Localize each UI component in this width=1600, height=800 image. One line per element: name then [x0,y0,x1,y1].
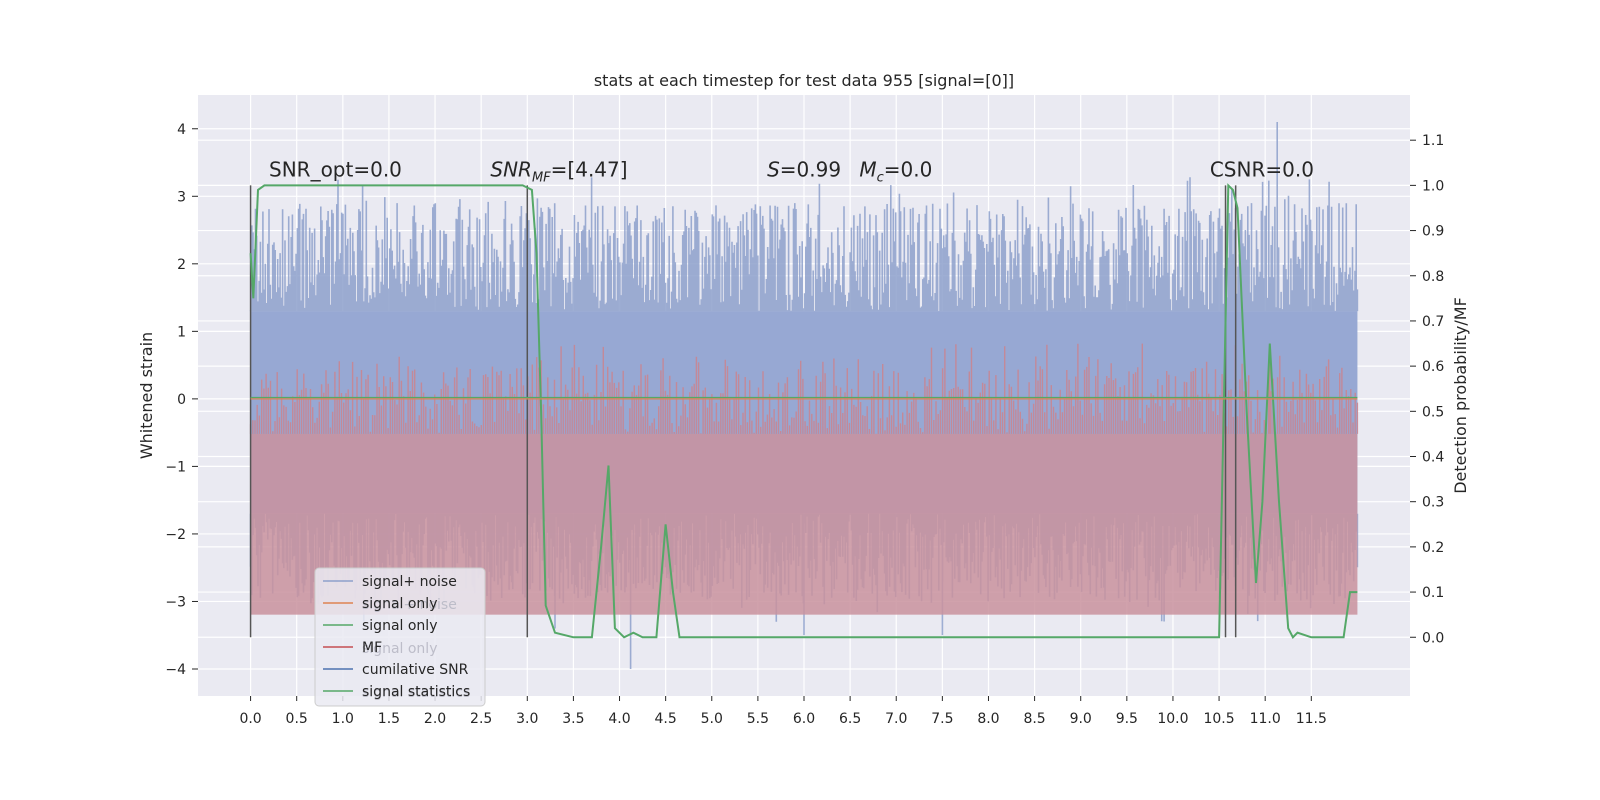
x-tick-label: 0.5 [286,711,308,727]
annotation-text: S=0.99 [767,157,841,181]
annotation-text: Mc=0.0 [859,157,932,185]
x-tick-label: 6.5 [839,711,861,727]
y-axis-left: −4 −3 −2 −1 0 1 2 3 4 [165,122,198,678]
y2-tick-label: 0.7 [1422,314,1444,330]
legend-label: signal only [362,618,437,634]
y2-tick-label: 0.8 [1422,269,1444,285]
x-tick-label: 1.5 [378,711,400,727]
y2-tick-label: 0.3 [1422,495,1444,511]
x-tick-label: 8.0 [977,711,999,727]
x-tick-label: 6.0 [793,711,815,727]
annotation-text: SNRMF=[4.47] [490,157,627,185]
y2-tick-label: 0.5 [1422,404,1444,420]
y-tick-label: −2 [165,527,186,543]
x-tick-label: 8.5 [1023,711,1045,727]
x-tick-label: 2.5 [470,711,492,727]
y-tick-label: 4 [177,122,186,138]
x-tick-label: 1.0 [332,711,354,727]
y2-tick-label: 0.9 [1422,224,1444,240]
series-line [249,183,1358,639]
x-tick-label: 9.5 [1116,711,1138,727]
y2-tick-label: 0.6 [1422,359,1444,375]
y-tick-label: 1 [177,324,186,340]
legend-ghost-text: signal only [362,641,437,657]
y2-tick-label: 1.1 [1422,133,1444,149]
y2-tick-label: 0.0 [1422,630,1444,646]
y-tick-label: 3 [177,189,186,205]
legend-label: MF [362,640,382,656]
legend-box [314,567,486,707]
y-tick-label: −3 [165,594,186,610]
x-tick-label: 5.5 [747,711,769,727]
x-tick-label: 11.0 [1250,711,1281,727]
data-bands [249,122,1359,669]
chart-title: stats at each timestep for test data 955… [594,71,1014,90]
x-tick-label: 11.5 [1296,711,1327,727]
legend-label: signal statistics [362,684,470,700]
x-tick-label: 7.0 [885,711,907,727]
annotation-text: SNR_opt=0.0 [269,157,402,181]
data-lines [249,183,1358,639]
y2-tick-label: 0.1 [1422,585,1444,601]
y2-tick-label: 0.4 [1422,450,1444,466]
y-tick-label: 0 [177,392,186,408]
x-tick-label: 3.0 [516,711,538,727]
x-tick-label: 4.5 [655,711,677,727]
y-axis-label: Whitened strain [137,332,156,459]
x-tick-label: 3.5 [562,711,584,727]
y2-axis-label: Detection probability/MF [1451,297,1470,494]
annotation-text: CSNR=0.0 [1210,157,1314,181]
x-tick-label: 9.0 [1070,711,1092,727]
y2-tick-label: 0.2 [1422,540,1444,556]
y-axis-right: 0.0 0.1 0.2 0.3 0.4 0.5 0.6 0.7 0.8 0.9 1.0 1.1 [1410,133,1444,646]
x-tick-label: 7.5 [931,711,953,727]
legend-ghost-text: signal statistics [362,685,470,701]
x-tick-label: 0.0 [239,711,261,727]
x-tick-label: 10.0 [1157,711,1188,727]
annotations: SNR_opt=0.0 SNRMF=[4.47] S=0.99 Mc=0.0 CSNR=… [269,157,1314,185]
legend-label: signal only [362,596,437,612]
x-tick-label: 5.0 [701,711,723,727]
x-tick-label: 4.0 [608,711,630,727]
legend-label: cumilative SNR [362,662,469,678]
legend-ghost-text: signal+ noise [362,597,457,613]
legend-label: signal+ noise [362,574,457,590]
y-tick-label: 2 [177,257,186,273]
x-tick-label: 2.0 [424,711,446,727]
y-tick-label: −4 [165,662,186,678]
y-tick-label: −1 [165,459,186,475]
x-tick-label: 10.5 [1203,711,1234,727]
y2-tick-label: 1.0 [1422,178,1444,194]
x-axis: 0.0 0.5 1.0 1.5 2.0 2.5 3.0 3.5 4.0 4.5 5.0 5.5 6.0 6… [239,696,1327,727]
